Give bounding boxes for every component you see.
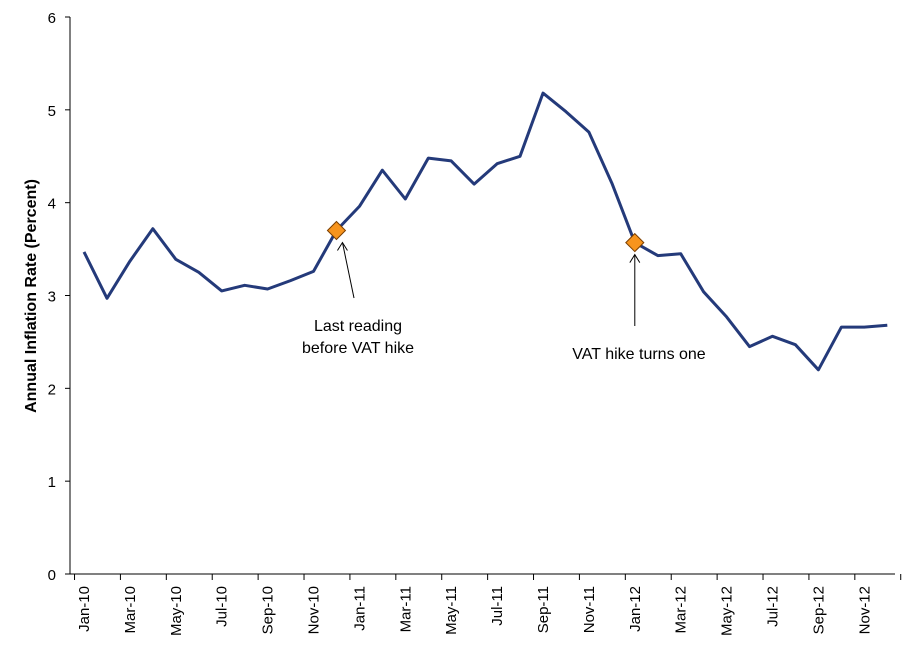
x-tick-label: Mar-12	[673, 586, 690, 634]
x-tick-label: Sep-12	[810, 586, 827, 634]
y-tick-label: 6	[48, 10, 56, 27]
marker-1	[625, 232, 645, 253]
annotations: Last reading before VAT hike VAT hike turn…	[302, 241, 706, 363]
x-tick-label: Sep-10	[260, 586, 277, 634]
y-tick-label: 3	[48, 289, 56, 306]
x-tick-label: Nov-11	[581, 586, 598, 633]
x-tick-label: May-12	[719, 586, 736, 636]
y-tick-label: 0	[48, 567, 56, 584]
x-tick-label: May-11	[443, 586, 460, 635]
y-tick-label: 1	[48, 474, 56, 491]
y-tick-label: 2	[48, 381, 56, 398]
x-tick-label: May-10	[168, 586, 185, 636]
x-tick-label: Jul-12	[765, 586, 782, 627]
y-tick-label: 5	[48, 103, 56, 120]
x-tick-label: Jul-10	[214, 586, 231, 627]
annotation-text-0: before VAT hike	[302, 340, 414, 357]
y-tick-label: 4	[48, 196, 56, 213]
x-tick-label: Jan-11	[351, 586, 368, 631]
x-tick-label: Mar-10	[122, 586, 139, 634]
marker-0	[326, 220, 347, 241]
annotation-arrowhead-1	[629, 253, 641, 263]
annotation-text-0: Last reading	[314, 318, 402, 335]
annotation-text-1: VAT hike turns one	[572, 346, 706, 363]
x-tick-label: Sep-11	[535, 586, 552, 633]
y-axis: 0 1 2 3 4 5 6	[48, 10, 71, 584]
annotation-arrow-0	[341, 242, 355, 299]
series-line	[82, 91, 888, 372]
x-tick-label: Mar-11	[397, 586, 414, 632]
annotation-arrowhead-0	[337, 241, 348, 251]
x-tick-label: Jan-10	[76, 586, 93, 632]
x-tick-label: Jul-11	[489, 586, 506, 626]
markers	[326, 220, 645, 253]
x-tick-label: Jan-12	[627, 586, 644, 632]
y-axis-title: Annual Inflation Rate (Percent)	[23, 179, 40, 413]
x-tick-label: Nov-12	[856, 586, 873, 634]
x-tick-label: Nov-10	[306, 586, 323, 634]
x-axis: Jan-10 Mar-10 May-10 Jul-10 Sep-10 Nov-10 Jan-…	[70, 573, 902, 636]
